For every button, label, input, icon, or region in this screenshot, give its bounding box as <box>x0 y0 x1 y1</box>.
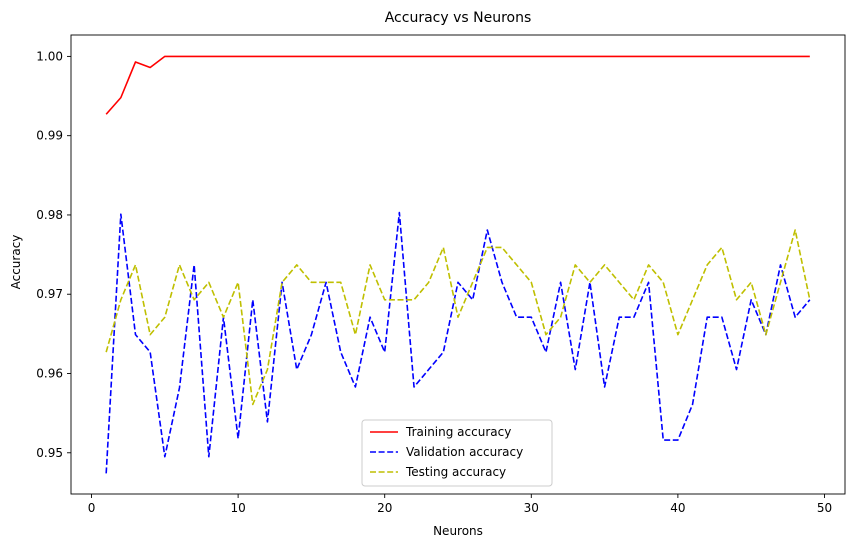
legend-label-1: Training accuracy <box>405 425 511 439</box>
y-tick-label: 0.98 <box>36 208 63 222</box>
legend: Training accuracy Validation accuracy Test… <box>361 419 553 487</box>
x-tick-label: 10 <box>230 501 245 515</box>
legend-label-3: Testing accuracy <box>405 465 506 479</box>
series-line-1 <box>105 55 810 115</box>
legend-label-2: Validation accuracy <box>406 445 523 459</box>
y-tick-label: 1.00 <box>36 49 63 63</box>
plot-area: 0 10 20 30 40 50 0.95 0.96 0.97 0.98 0.99 1.00 <box>36 34 846 515</box>
series-line-3 <box>105 229 811 406</box>
legend-box <box>361 419 553 487</box>
x-axis-label: Neurons <box>433 524 483 538</box>
x-tick-label: 0 <box>88 501 96 515</box>
chart-title: Accuracy vs Neurons <box>385 10 532 26</box>
plot-frame <box>70 34 846 495</box>
y-axis-label: Accuracy <box>9 235 23 290</box>
x-tick-label: 50 <box>817 501 832 515</box>
y-tick-label: 0.99 <box>36 129 63 143</box>
y-tick-label: 0.95 <box>36 446 63 460</box>
y-tick-label: 0.96 <box>36 367 63 381</box>
y-tick-label: 0.97 <box>36 287 63 301</box>
x-tick-label: 40 <box>670 501 685 515</box>
x-tick-label: 30 <box>524 501 539 515</box>
x-tick-label: 20 <box>377 501 392 515</box>
